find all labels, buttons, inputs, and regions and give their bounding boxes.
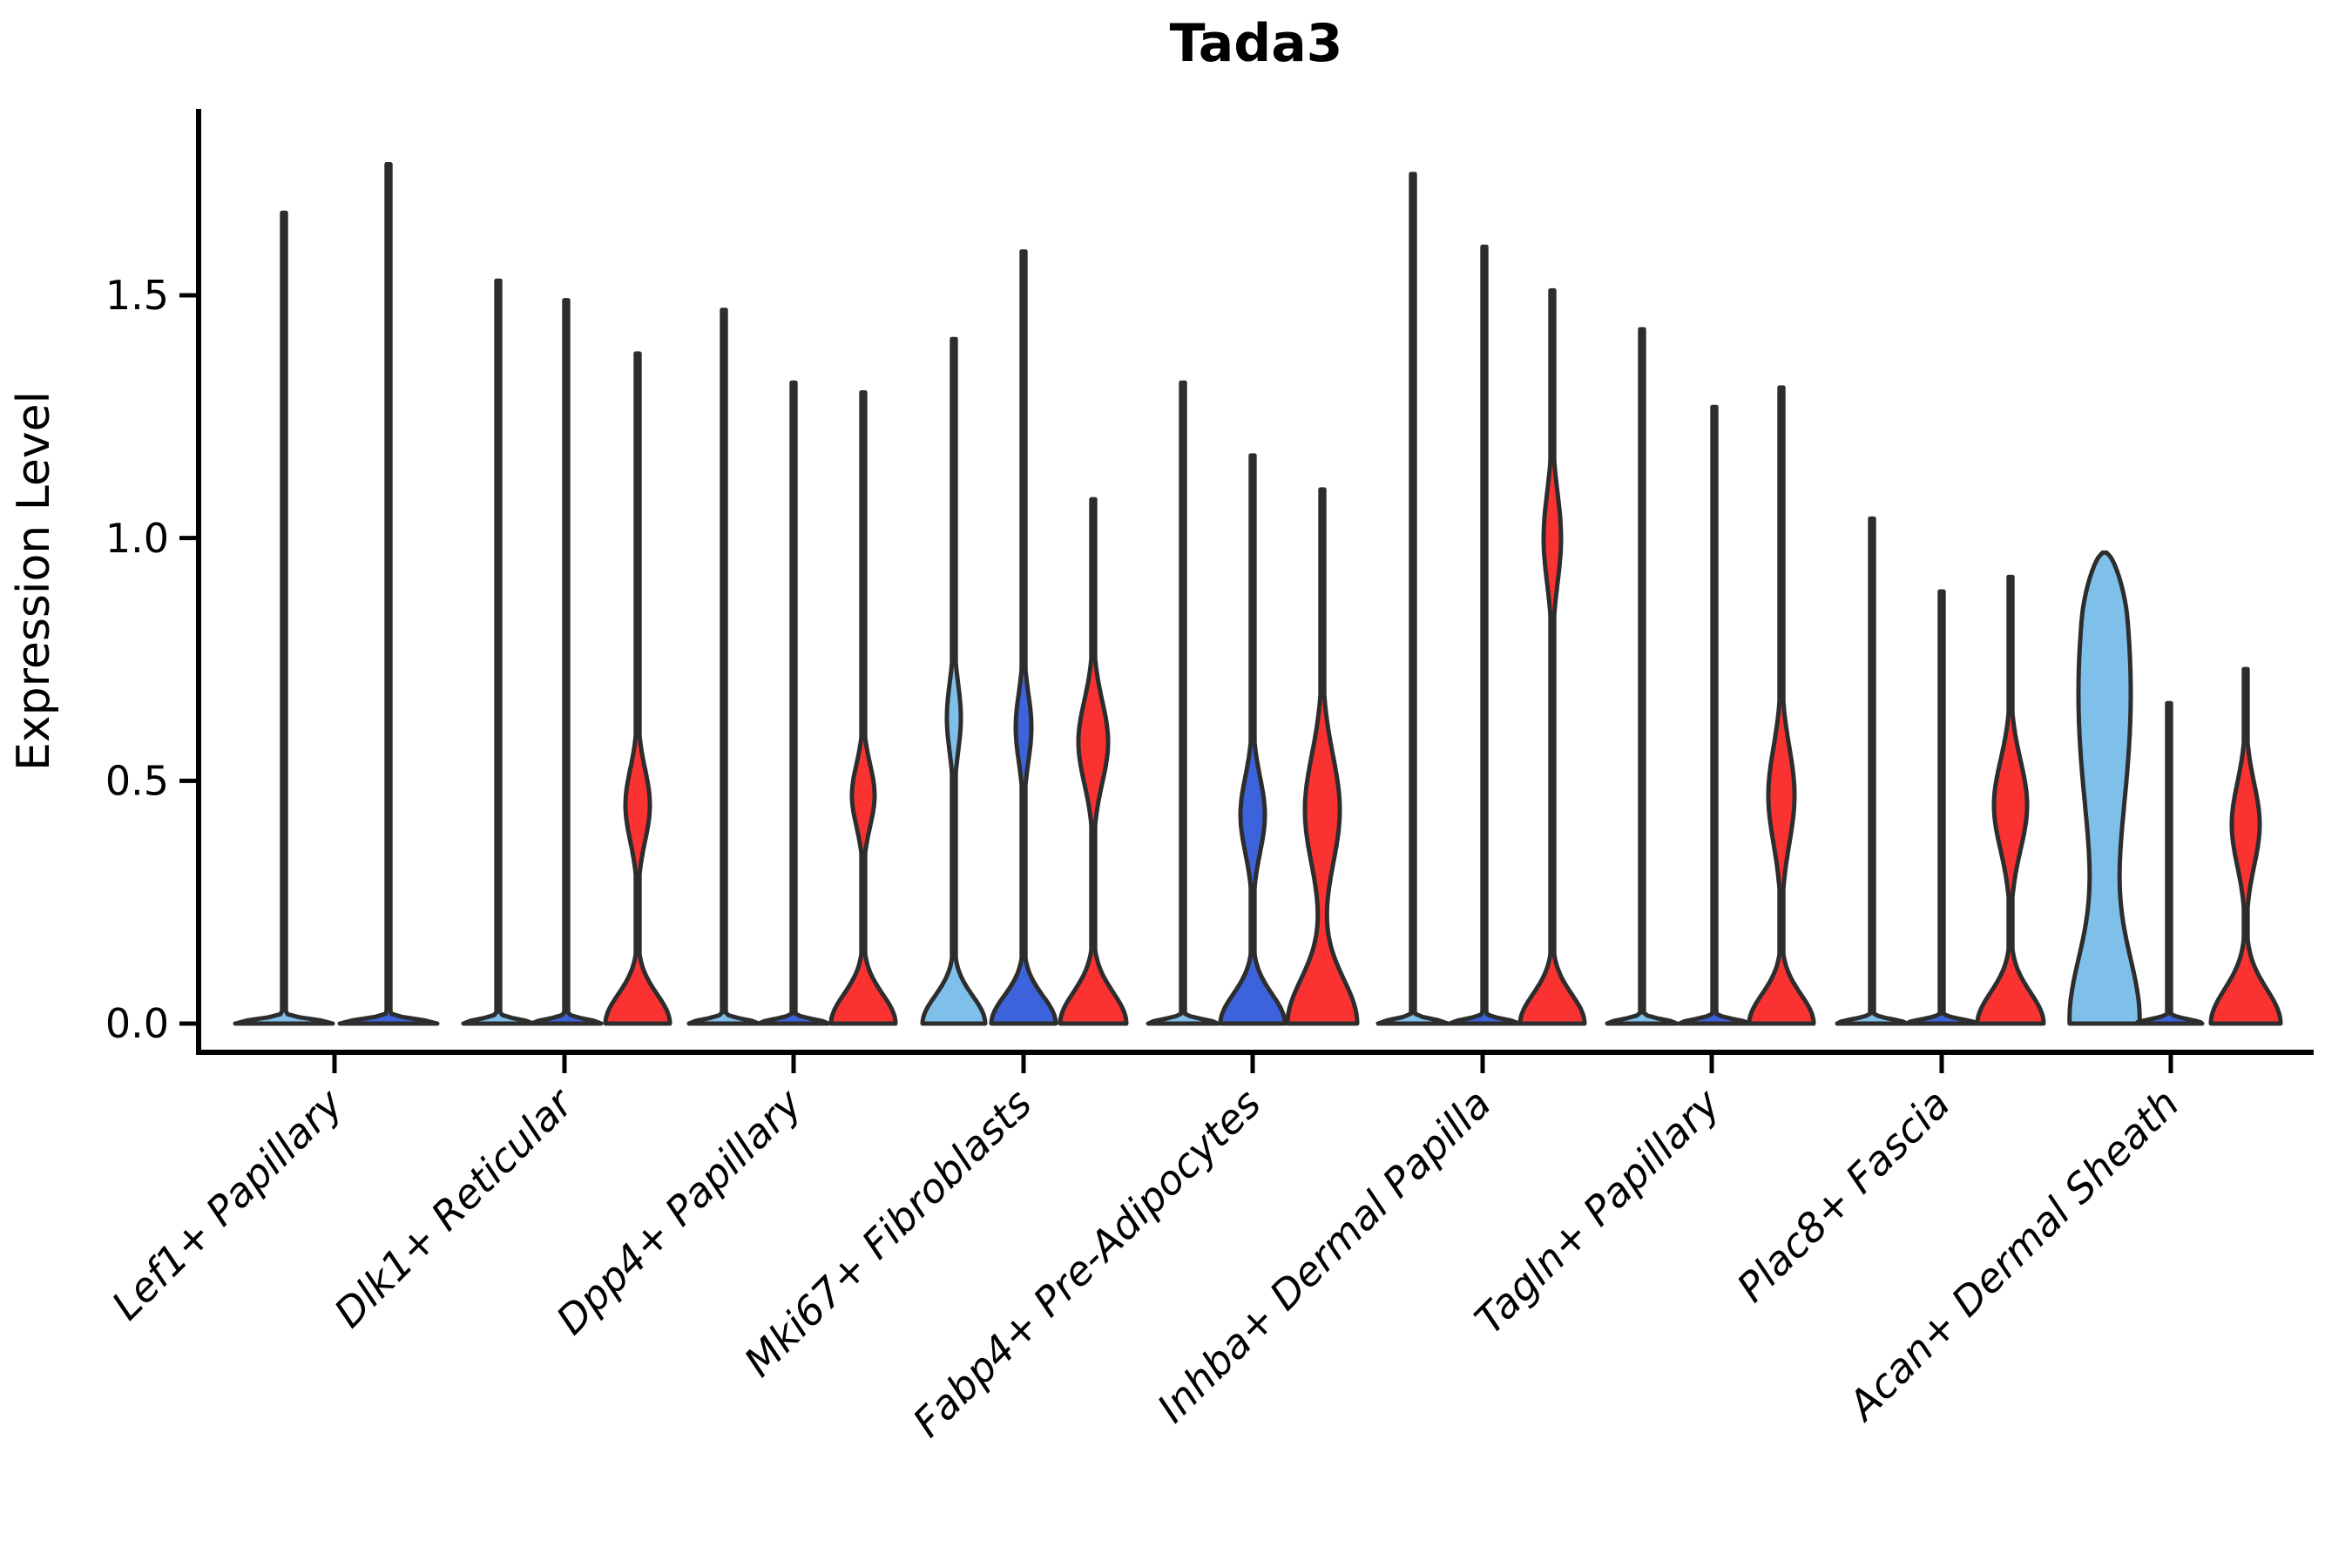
violin-1-2 — [603, 351, 672, 1026]
y-tick-label: 1.0 — [105, 515, 169, 562]
violin-8-2 — [2208, 666, 2283, 1026]
violin-3-1 — [989, 249, 1058, 1026]
y-tick-label: 0.0 — [105, 1000, 169, 1047]
violin-2-2 — [828, 390, 898, 1026]
violin-5-1 — [1447, 244, 1522, 1026]
violin-1-0 — [461, 278, 536, 1026]
violin-3-2 — [1058, 497, 1129, 1026]
violin-1-1 — [529, 298, 604, 1026]
x-tick-label-6: Tagln+ Papillary — [1465, 1079, 1729, 1343]
violin-8-1 — [2133, 700, 2205, 1026]
violin-3-0 — [920, 336, 988, 1026]
violin-7-0 — [1835, 516, 1909, 1026]
violin-4-2 — [1285, 487, 1360, 1026]
axes-layer — [179, 109, 2314, 1073]
y-tick-label: 1.5 — [105, 272, 169, 319]
plot-title: Tada3 — [1170, 13, 1343, 74]
violins-layer — [233, 162, 2283, 1026]
violin-5-0 — [1375, 172, 1450, 1026]
violin-6-1 — [1677, 404, 1752, 1026]
violin-4-0 — [1146, 380, 1220, 1026]
violin-6-0 — [1605, 327, 1680, 1026]
y-axis-label: Expression Level — [8, 391, 60, 771]
violin-4-1 — [1218, 453, 1288, 1026]
x-tick-label-7: Plac8+ Fascia — [1727, 1080, 1958, 1311]
x-tick-label-1: Dlk1+ Reticular — [325, 1078, 584, 1336]
violin-2-1 — [756, 380, 831, 1026]
x-tick-label-0: Lef1+ Papillary — [103, 1079, 352, 1328]
violin-0-1 — [337, 162, 440, 1026]
violin-8-0 — [2067, 550, 2142, 1026]
violin-5-2 — [1517, 287, 1587, 1026]
x-tick-label-2: Dpp4+ Papillary — [547, 1079, 811, 1343]
y-tick-label: 0.5 — [105, 757, 169, 804]
violin-0-0 — [233, 210, 335, 1026]
violin-7-2 — [1975, 574, 2046, 1026]
violin-6-2 — [1747, 385, 1816, 1026]
violin-2-0 — [686, 308, 761, 1026]
violin-7-1 — [1904, 589, 1979, 1026]
